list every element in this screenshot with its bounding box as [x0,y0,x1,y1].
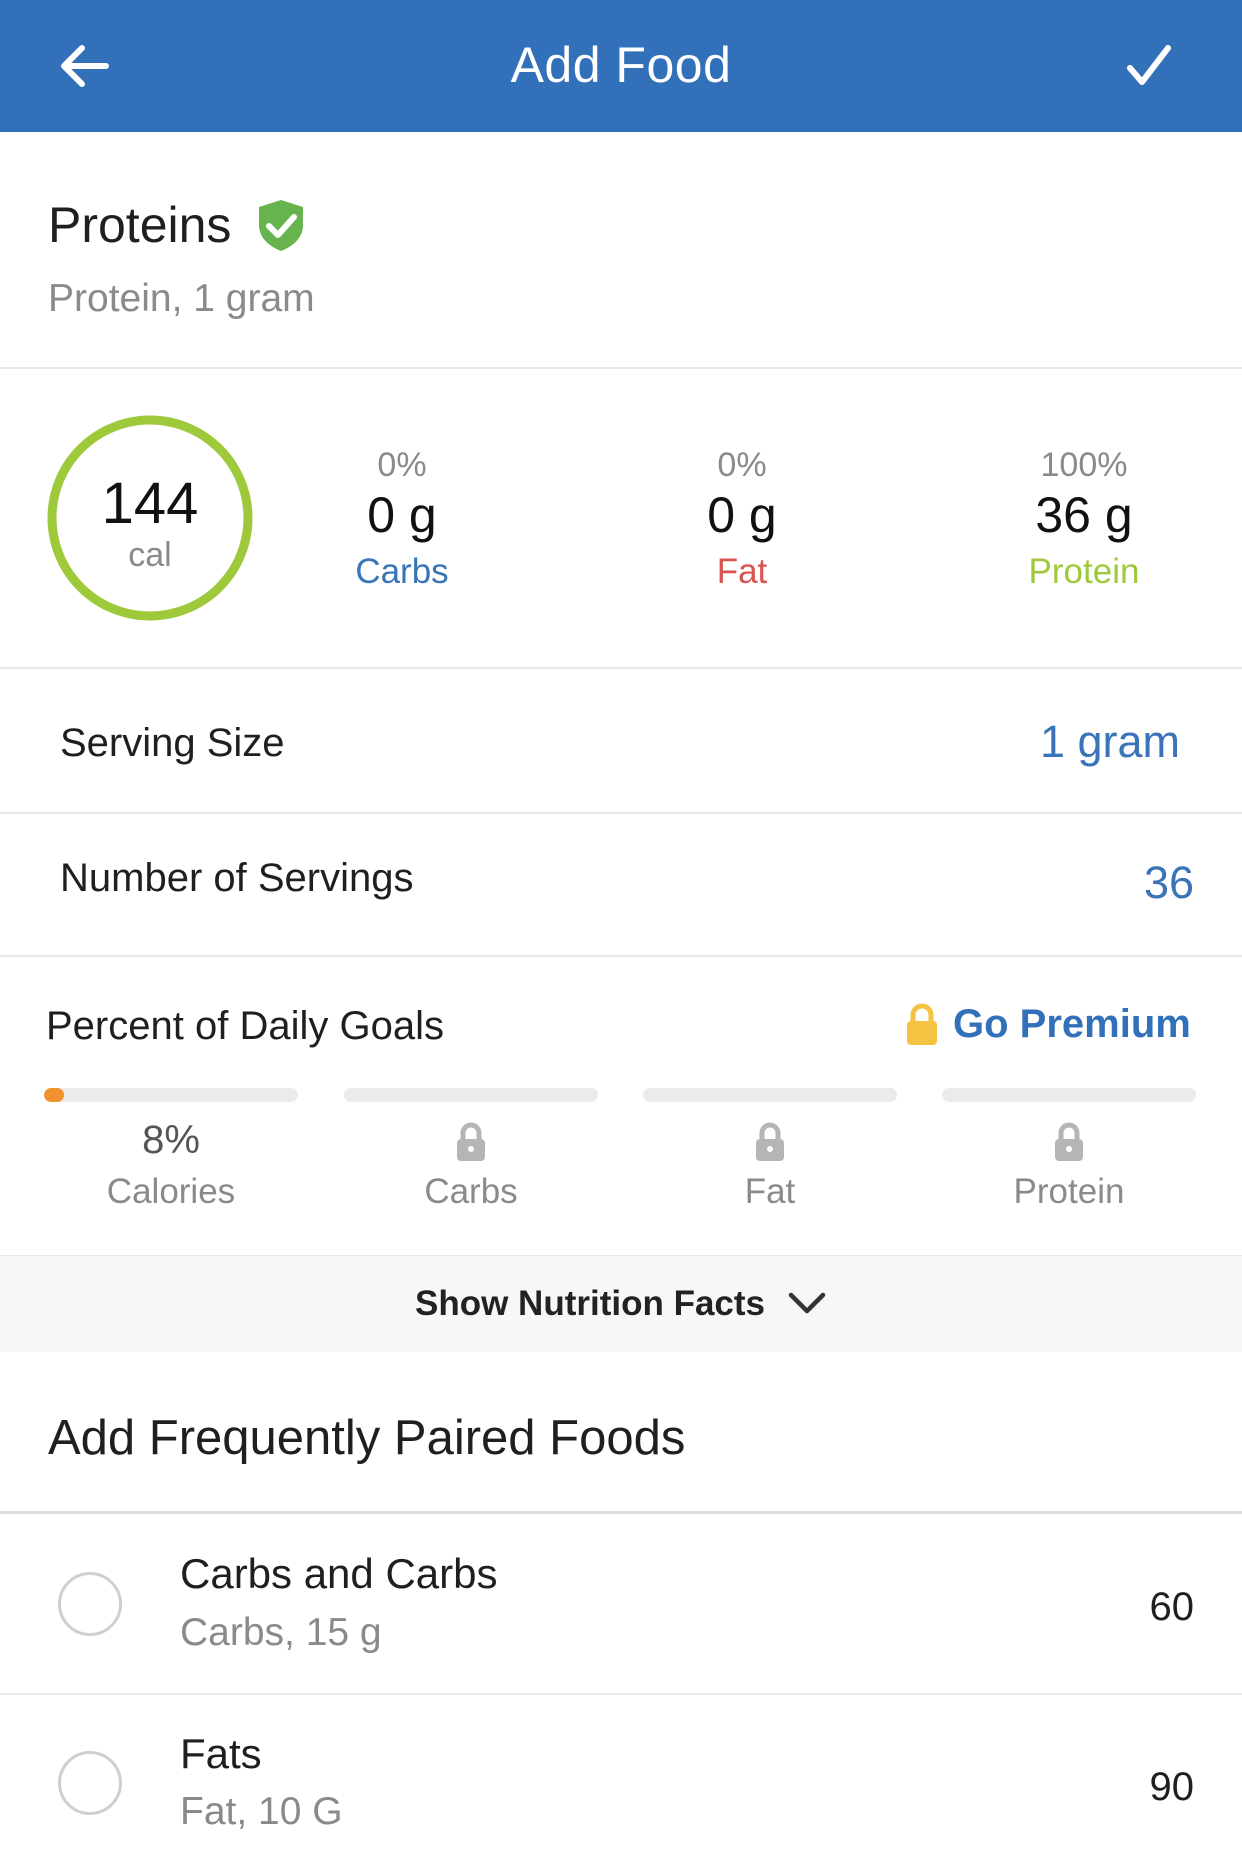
goal-name-carbs: Carbs [424,1172,518,1211]
app-header: Add Food [0,0,1242,132]
divider [0,367,1242,369]
goal-name-fat: Fat [744,1172,796,1211]
lock-icon [1055,1122,1083,1161]
go-premium-label: Go Premium [953,1002,1191,1046]
food-description: Protein, 1 gram [48,277,315,320]
item-calories: 60 [1149,1585,1195,1629]
select-radio[interactable] [58,1572,122,1636]
macro-amount: 36 g [1035,487,1133,543]
lock-icon [907,1003,937,1045]
macro-name: Carbs [355,552,449,591]
macro-name: Protein [1028,552,1140,591]
calorie-count: 144 [101,471,199,536]
daily-goals-title: Percent of Daily Goals [46,1004,444,1048]
macro-amount: 0 g [367,487,437,543]
carbs-progress-bar [344,1088,598,1102]
food-title-row: Proteins [48,195,309,255]
item-name: Fats [180,1730,262,1777]
calories-progress-fill [44,1088,65,1102]
item-description: Carbs, 15 g [180,1611,382,1654]
item-calories: 90 [1149,1765,1195,1809]
select-radio[interactable] [58,1751,122,1815]
macro-percent: 0% [717,446,767,484]
divider [0,667,1242,669]
chevron-down-icon [788,1292,826,1314]
calories-progress-bar [44,1088,298,1102]
page-title: Add Food [510,37,732,93]
goal-name-protein: Protein [1013,1172,1125,1211]
servings-value[interactable]: 36 [1143,857,1194,908]
calorie-ring [47,415,253,621]
food-name: Proteins [48,197,232,253]
calories-goal-percent: 8% [142,1118,200,1162]
divider [0,1693,1242,1695]
lock-icon [756,1122,784,1161]
item-name: Carbs and Carbs [180,1550,498,1597]
macro-amount: 0 g [707,487,777,543]
checkmark-icon[interactable] [1126,44,1172,90]
protein-progress-bar [942,1088,1196,1102]
show-nutrition-facts-label: Show Nutrition Facts [415,1284,765,1323]
goal-name-calories: Calories [106,1172,236,1211]
item-description: Fat, 10 G [180,1790,343,1833]
serving-size-label: Serving Size [60,721,285,765]
go-premium-button[interactable]: Go Premium [905,1002,1191,1047]
divider [0,812,1242,814]
serving-size-value[interactable]: 1 gram [1039,716,1180,767]
macro-percent: 100% [1040,446,1128,484]
divider [0,1511,1242,1514]
servings-label: Number of Servings [60,856,414,900]
show-nutrition-facts-button[interactable]: Show Nutrition Facts [0,1256,1242,1352]
paired-foods-title: Add Frequently Paired Foods [48,1411,686,1465]
macro-name: Fat [716,552,768,591]
fat-progress-bar [643,1088,897,1102]
arrow-left-icon[interactable] [56,38,112,94]
divider [0,955,1242,957]
lock-icon [457,1122,485,1161]
macro-percent: 0% [377,446,427,484]
calorie-unit: cal [128,536,172,574]
verified-shield-icon [259,200,304,251]
